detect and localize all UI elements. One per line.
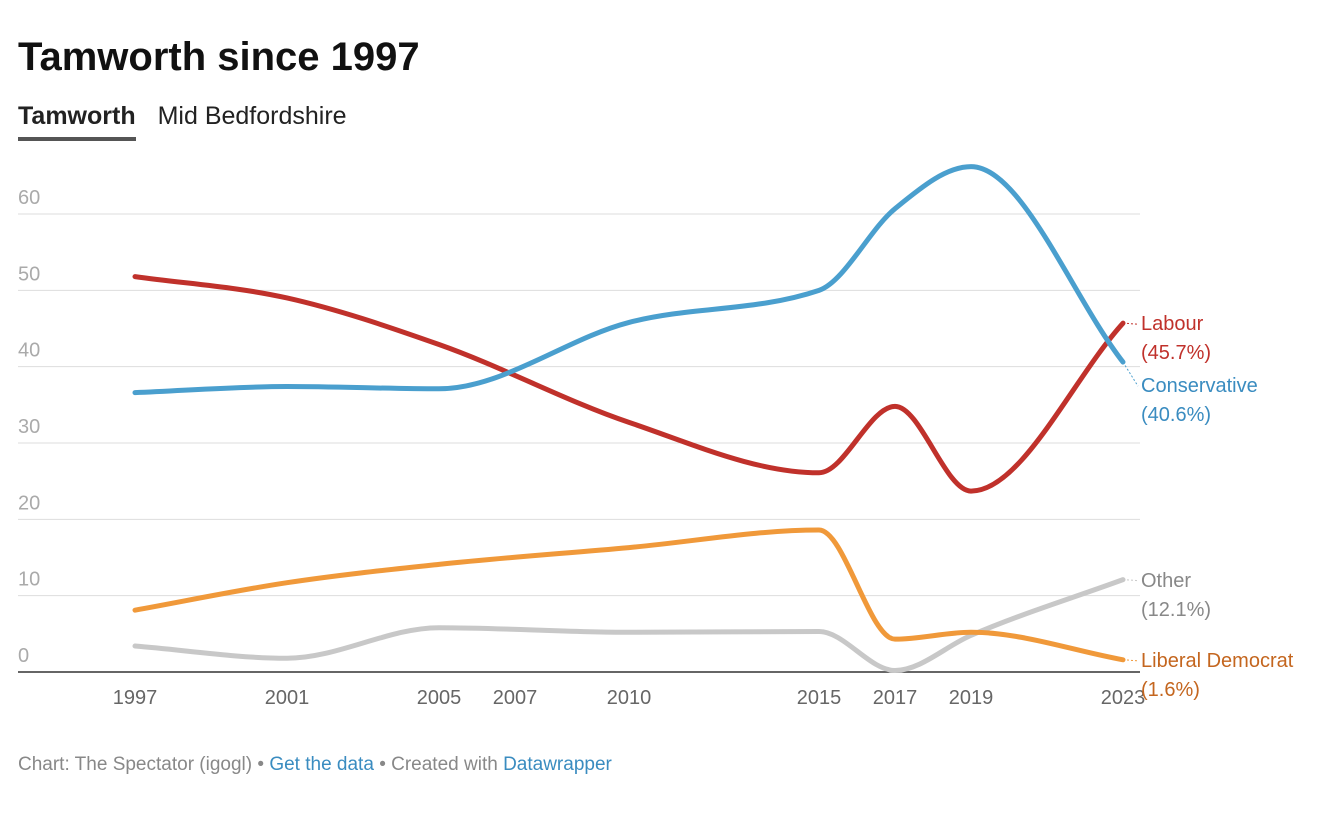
connector bbox=[1122, 361, 1139, 387]
value-label: (12.1%) bbox=[1141, 598, 1212, 621]
created: Created with bbox=[391, 754, 498, 775]
series-name: Conservative bbox=[1141, 375, 1258, 398]
y-tick-label: 50 bbox=[18, 263, 40, 285]
x-tick-label: 1997 bbox=[113, 687, 158, 709]
connector bbox=[1122, 659, 1139, 662]
x-tick-label: 2010 bbox=[607, 687, 652, 709]
value-label: (1.6%) bbox=[1141, 678, 1200, 701]
tab[interactable]: Mid Bedfordshire bbox=[157, 102, 347, 130]
end-label: Other (12.1%) bbox=[1141, 567, 1311, 625]
series-line bbox=[132, 577, 1126, 673]
footer: Chart: The Spectator (igogl) • Get the d… bbox=[18, 754, 612, 776]
separator: • bbox=[379, 754, 386, 775]
x-tick-label: 2005 bbox=[417, 687, 462, 709]
value-label: (45.7%) bbox=[1141, 342, 1212, 365]
y-tick-label: 30 bbox=[18, 416, 40, 438]
y-tick-label: 60 bbox=[18, 187, 40, 209]
x-tick-label: 2023 bbox=[1101, 687, 1146, 709]
y-tick-label: 20 bbox=[18, 492, 40, 514]
series-line bbox=[132, 527, 1126, 663]
data-link[interactable]: Get the data bbox=[269, 754, 374, 775]
chart-title: Tamworth since 1997 bbox=[18, 35, 420, 79]
separator: • bbox=[257, 754, 265, 775]
x-tick-label: 2001 bbox=[265, 687, 310, 709]
x-tick-label: 2019 bbox=[949, 687, 994, 709]
x-tick-label: 2017 bbox=[873, 687, 918, 709]
tab[interactable]: Tamworth bbox=[18, 102, 136, 141]
series-line bbox=[132, 164, 1126, 396]
series-line bbox=[132, 274, 1126, 494]
series-name: Other bbox=[1141, 569, 1192, 592]
value-label: (40.6%) bbox=[1141, 404, 1212, 427]
series-name: Labour bbox=[1141, 313, 1204, 336]
tool-link[interactable]: Datawrapper bbox=[503, 754, 612, 775]
x-tick-label: 2015 bbox=[797, 687, 842, 709]
series-name: Liberal Democrat bbox=[1141, 649, 1294, 672]
connector bbox=[1122, 579, 1139, 582]
y-tick-label: 10 bbox=[18, 569, 40, 591]
end-label: Labour (45.7%) bbox=[1141, 310, 1311, 368]
end-label: Liberal Democrat (1.6%) bbox=[1141, 647, 1311, 705]
source: Chart: The Spectator (igogl) bbox=[18, 754, 253, 775]
end-label: Conservative (40.6%) bbox=[1141, 372, 1311, 430]
y-tick-label: 0 bbox=[18, 645, 29, 667]
x-tick-label: 2007 bbox=[493, 687, 538, 709]
y-tick-label: 40 bbox=[18, 340, 40, 362]
connector bbox=[1122, 322, 1139, 325]
